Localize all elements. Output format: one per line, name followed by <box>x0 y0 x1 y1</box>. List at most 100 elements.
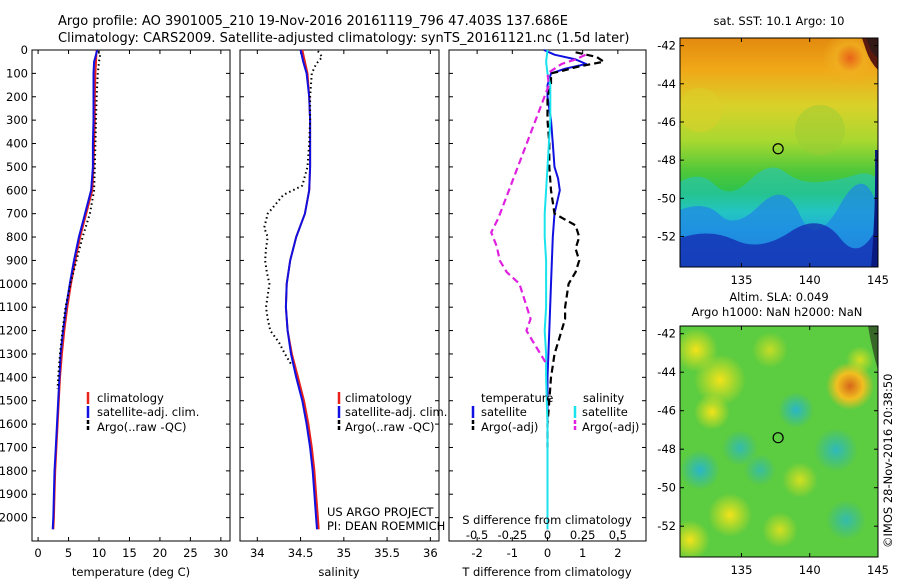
sla-map-title-line1: Altim. SLA: 0.049 <box>729 290 828 304</box>
depth-tick-label: 1000 <box>0 277 28 291</box>
salinity-xtick-label: 35 <box>337 546 352 560</box>
difference-legend-t-satellite: satellite <box>481 405 527 419</box>
salinity-legend-climatology: climatology <box>345 391 412 405</box>
depth-tick-label: 700 <box>6 207 28 221</box>
sst-map <box>680 38 878 267</box>
sst-map-lon-label: 145 <box>867 273 889 287</box>
depth-tick-label: 1200 <box>0 324 28 338</box>
difference-xtick-label: 0 <box>544 546 551 560</box>
project-note: US ARGO PROJECT <box>327 505 435 519</box>
depth-tick-label: 500 <box>6 160 28 174</box>
sst-map-lon-label: 140 <box>799 273 821 287</box>
depth-tick-label: 800 <box>6 230 28 244</box>
salinity-legend-argo: Argo(..raw -QC) <box>345 420 435 434</box>
difference-plot: -2 -1 0 1 2 -0.5 -0.25 0 0.25 0.5 <box>449 49 646 560</box>
difference-series-salinity-argo-adj <box>490 53 586 367</box>
sla-map-lat-label: -48 <box>657 442 676 456</box>
credit-note: ©IMOS 28-Nov-2016 20:38:50 <box>881 374 895 548</box>
salinity-xtick-label: 35.5 <box>374 546 400 560</box>
difference-legend: temperature salinity satellite Argo(-adj… <box>471 391 639 434</box>
s-difference-tick-label: 0 <box>544 528 551 542</box>
sla-map-lon-label: 145 <box>867 563 889 577</box>
sla-map-lat-label: -42 <box>657 327 676 341</box>
depth-tick-label: 900 <box>6 253 28 267</box>
temperature-legend-argo: Argo(..raw -QC) <box>97 420 187 434</box>
s-difference-tick-label: 0.25 <box>570 528 596 542</box>
sla-map-frame <box>679 325 879 558</box>
sla-map-lon-label: 135 <box>730 563 752 577</box>
difference-xtick-label: -2 <box>471 546 482 560</box>
salinity-xtick-label: 34 <box>250 546 265 560</box>
sst-map-lat-label: -50 <box>657 191 676 205</box>
temperature-xtick-label: 5 <box>65 546 72 560</box>
s-difference-tick-label: -0.25 <box>497 528 527 542</box>
depth-tick-label: 1100 <box>0 300 28 314</box>
difference-legend-s-satellite: satellite <box>582 405 628 419</box>
sla-map-lat-label: -52 <box>657 519 676 533</box>
temperature-legend: climatology satellite-adj. clim. Argo(..… <box>86 391 199 434</box>
sst-map-lat-label: -42 <box>657 39 676 53</box>
sst-map-lat-label: -48 <box>657 153 676 167</box>
s-difference-axis-label: S difference from climatology <box>462 513 632 527</box>
salinity-plot: 34 34.5 35 35.5 36 <box>240 49 439 560</box>
depth-tick-label: 1300 <box>0 347 28 361</box>
temperature-xtick-label: 0 <box>34 546 41 560</box>
sla-map-title-line2: Argo h1000: NaN h2000: NaN <box>692 305 863 319</box>
difference-legend-s-argo: Argo(-adj) <box>582 420 639 434</box>
temperature-xtick-label: 25 <box>183 546 198 560</box>
difference-xtick-label: 1 <box>579 546 586 560</box>
depth-tick-label: 1600 <box>0 417 28 431</box>
temperature-legend-climatology: climatology <box>97 391 164 405</box>
depth-tick-label: 400 <box>6 137 28 151</box>
difference-xtick-label: -1 <box>507 546 518 560</box>
depth-tick-label: 1500 <box>0 394 28 408</box>
salinity-series-climatology <box>284 49 320 530</box>
depth-tick-label: 300 <box>6 113 28 127</box>
difference-series-temperature-argo-adj <box>546 51 605 448</box>
s-difference-tick-label: -0.5 <box>466 528 488 542</box>
depth-axis: 0 100 200 300 400 500 600 700 800 900 1000 1100 1200… <box>0 43 28 525</box>
figure-title-line2: Climatology: CARS2009. Satellite-adjuste… <box>58 31 630 46</box>
temperature-axis-label: temperature (deg C) <box>72 565 190 579</box>
sst-map-frame <box>679 37 879 268</box>
salinity-legend-satellite: satellite-adj. clim. <box>345 405 447 419</box>
sst-map-lat-label: -46 <box>657 115 676 129</box>
salinity-axis-label: salinity <box>318 565 359 579</box>
temperature-series-climatology <box>52 49 98 530</box>
depth-tick-label: 600 <box>6 183 28 197</box>
difference-legend-salinity-header: salinity <box>583 391 624 405</box>
sst-map-lat-label: -52 <box>657 229 676 243</box>
depth-tick-label: 1400 <box>0 370 28 384</box>
sla-map-lat-label: -46 <box>657 404 676 418</box>
difference-xtick-label: 2 <box>614 546 621 560</box>
temperature-series-satellite-adj-clim <box>51 49 99 530</box>
salinity-xtick-label: 34.5 <box>288 546 314 560</box>
depth-tick-label: 0 <box>21 43 28 57</box>
salinity-legend: climatology satellite-adj. clim. Argo(..… <box>337 391 447 434</box>
pi-note: PI: DEAN ROEMMICH <box>327 519 445 533</box>
temperature-plot: 0 5 10 15 20 25 30 <box>32 49 230 560</box>
s-difference-tick-label: 0.5 <box>609 528 627 542</box>
temperature-xtick-label: 15 <box>122 546 137 560</box>
difference-legend-t-argo: Argo(-adj) <box>481 420 538 434</box>
difference-series-salinity-satellite <box>543 49 552 530</box>
salinity-series-argo-raw-qc <box>263 50 324 367</box>
depth-tick-label: 1900 <box>0 487 28 501</box>
temperature-xtick-label: 10 <box>92 546 107 560</box>
depth-tick-label: 1700 <box>0 440 28 454</box>
sst-map-lon-label: 135 <box>730 273 752 287</box>
map-axes: -42 -44 -46 -48 -50 -52 135 140 145 -42 -44 -46 -48 -… <box>657 38 889 577</box>
sst-map-argo-marker <box>772 143 784 155</box>
depth-tick-label: 2000 <box>0 511 28 525</box>
depth-tick-label: 200 <box>6 90 28 104</box>
temperature-legend-satellite: satellite-adj. clim. <box>97 405 199 419</box>
depth-tick-label: 100 <box>6 66 28 80</box>
sla-map <box>680 326 878 557</box>
salinity-xtick-label: 36 <box>423 546 438 560</box>
figure-title-line1: Argo profile: AO 3901005_210 19-Nov-2016… <box>58 14 568 29</box>
temperature-panel-frame <box>31 49 231 542</box>
sla-map-lon-label: 140 <box>799 563 821 577</box>
depth-tick-label: 1800 <box>0 464 28 478</box>
sla-map-lat-label: -50 <box>657 481 676 495</box>
